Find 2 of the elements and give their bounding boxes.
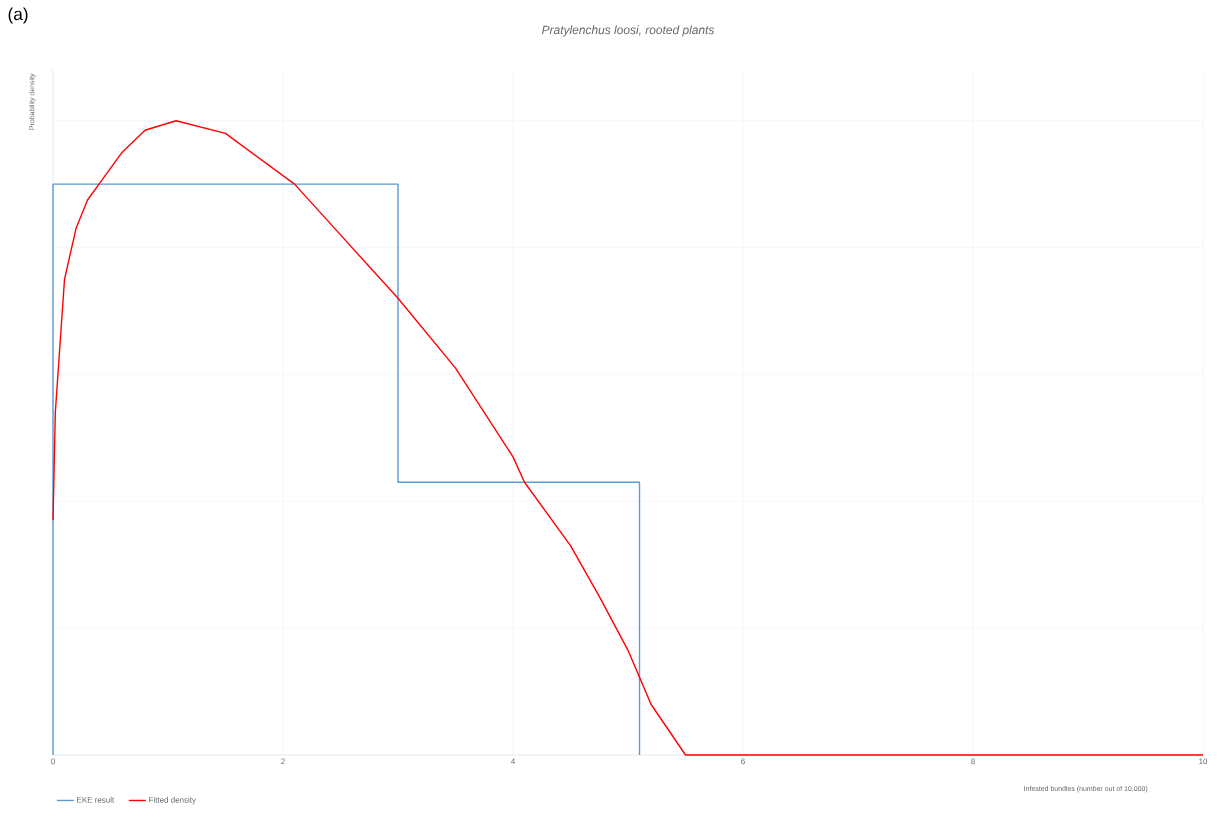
chart-title: Pratylenchus loosi, rooted plants [541,25,715,37]
text: (a) [8,7,28,24]
